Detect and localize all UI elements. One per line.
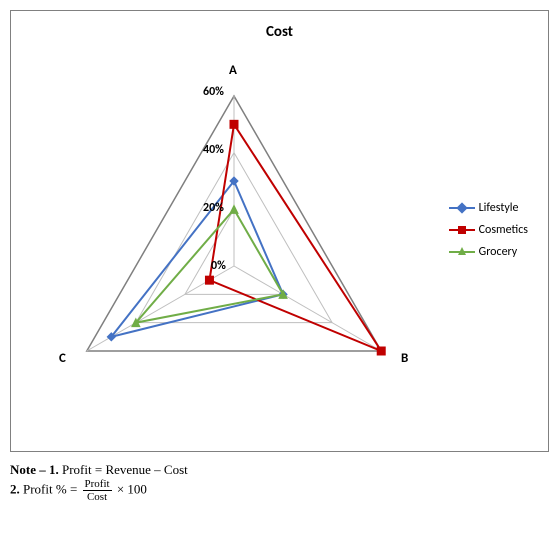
note-2-prefix: Profit % = <box>23 481 77 496</box>
legend: Lifestyle Cosmetics Grocery <box>449 201 528 267</box>
note-2-label: 2. <box>10 481 20 496</box>
fraction-denominator: Cost <box>83 491 112 503</box>
legend-label: Grocery <box>479 245 518 259</box>
axis-label-c: C <box>59 351 66 366</box>
legend-item-lifestyle: Lifestyle <box>449 201 528 215</box>
fraction: Profit Cost <box>83 478 112 503</box>
tick-20: 20% <box>203 201 224 215</box>
tick-60: 60% <box>203 85 224 99</box>
note-2-suffix: × 100 <box>117 481 147 496</box>
legend-label: Cosmetics <box>479 223 528 237</box>
axis-label-b: B <box>401 351 408 366</box>
chart-title: Cost <box>11 11 548 41</box>
tick-40: 40% <box>203 143 224 157</box>
fraction-numerator: Profit <box>83 478 112 491</box>
notes-block: Note – 1. Profit = Revenue – Cost 2. Pro… <box>10 462 549 503</box>
tick-0: 0% <box>211 259 226 273</box>
note-1-text: Profit = Revenue – Cost <box>62 462 188 477</box>
note-1: Note – 1. Profit = Revenue – Cost <box>10 462 549 478</box>
axis-label-a: A <box>229 63 237 78</box>
note-2: 2. Profit % = Profit Cost × 100 <box>10 478 549 503</box>
legend-item-grocery: Grocery <box>449 245 528 259</box>
legend-label: Lifestyle <box>479 201 519 215</box>
legend-item-cosmetics: Cosmetics <box>449 223 528 237</box>
note-1-label: Note – 1. <box>10 462 59 477</box>
chart-panel: Cost A B C 60% 40% 20% 0% Lifestyle Cosm… <box>10 10 549 452</box>
radar-chart <box>11 51 411 436</box>
